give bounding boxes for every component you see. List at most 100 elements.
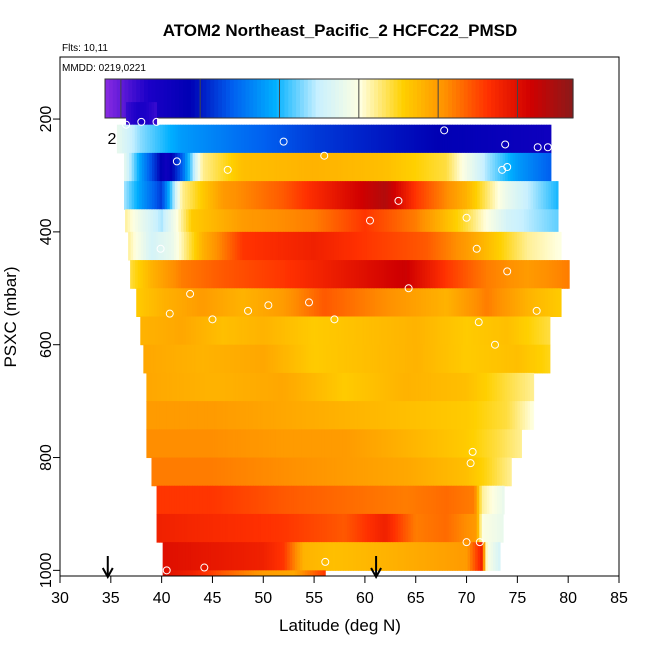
heatmap-cell — [385, 457, 389, 487]
heatmap-cell — [530, 152, 534, 182]
heatmap-cell — [193, 209, 197, 233]
heatmap-cell — [172, 124, 176, 154]
heatmap-cell — [146, 429, 150, 459]
heatmap-cell — [456, 372, 460, 402]
heatmap-cell — [442, 316, 446, 346]
heatmap-cell — [225, 152, 229, 182]
heatmap-cell — [446, 181, 450, 210]
colorbar-segment — [214, 79, 219, 118]
heatmap-cell — [188, 542, 192, 571]
heatmap-cell — [132, 209, 136, 233]
heatmap-cell — [440, 260, 444, 289]
heatmap-cell — [239, 209, 243, 233]
heatmap-cell — [526, 316, 530, 346]
heatmap-cell — [545, 181, 549, 210]
heatmap-cell — [501, 344, 505, 374]
heatmap-cell — [475, 209, 479, 233]
heatmap-cell — [467, 181, 471, 210]
heatmap-cell — [380, 372, 384, 402]
heatmap-cell — [432, 209, 436, 233]
colorbar-segment — [537, 79, 543, 118]
heatmap-cell — [220, 485, 224, 515]
heatmap-cell — [375, 372, 379, 402]
heatmap-cell — [174, 372, 178, 402]
data-point — [501, 140, 510, 149]
colorbar-segment — [319, 79, 324, 118]
heatmap-cell — [242, 401, 246, 430]
heatmap-cell — [461, 485, 465, 515]
heatmap-cell — [409, 316, 413, 346]
heatmap-cell — [261, 124, 265, 154]
heatmap-cell — [135, 231, 139, 261]
colorbar-segment — [257, 79, 262, 118]
heatmap-cell — [186, 316, 190, 346]
heatmap-cell — [509, 457, 512, 487]
heatmap-cell — [392, 457, 396, 487]
heatmap-cell — [187, 485, 191, 515]
heatmap-cell — [141, 181, 145, 210]
heatmap-cell — [193, 542, 197, 571]
heatmap-cell — [349, 513, 353, 543]
heatmap-cell — [262, 231, 266, 261]
heatmap-cell — [497, 181, 501, 210]
heatmap-cell — [208, 570, 212, 576]
heatmap-cell — [356, 231, 360, 261]
heatmap-cell — [194, 485, 198, 515]
heatmap-cell — [282, 209, 286, 233]
heatmap-cell — [391, 542, 395, 571]
heatmap-cell — [252, 231, 256, 261]
colorbar-segment — [284, 79, 289, 118]
heatmap-cell — [178, 209, 182, 233]
heatmap-cell — [539, 231, 543, 261]
heatmap-cell — [458, 372, 462, 402]
heatmap-cell — [331, 457, 335, 487]
heatmap-cell — [150, 316, 154, 346]
heatmap-cell — [255, 288, 259, 317]
heatmap-cell — [147, 316, 151, 346]
heatmap-cell — [231, 124, 235, 154]
heatmap-cell — [407, 316, 411, 346]
heatmap-cell — [535, 288, 539, 317]
heatmap-cell — [502, 181, 506, 210]
heatmap-cell — [517, 288, 521, 317]
heatmap-cell — [522, 181, 526, 210]
heatmap-cell — [409, 260, 413, 289]
heatmap-cell — [361, 316, 365, 346]
heatmap-cell — [352, 457, 356, 487]
heatmap-cell — [483, 231, 487, 261]
heatmap-cell — [280, 209, 284, 233]
heatmap-cell — [515, 152, 519, 182]
heatmap-cell — [501, 231, 505, 261]
heatmap-cell — [235, 513, 239, 543]
heatmap-cell — [174, 457, 178, 487]
heatmap-cell — [410, 429, 414, 459]
heatmap-cell — [321, 429, 325, 459]
heatmap-cell — [270, 429, 274, 459]
heatmap-cell — [325, 124, 329, 154]
heatmap-cell — [275, 513, 280, 543]
heatmap-cell — [135, 260, 139, 289]
heatmap-cell — [242, 485, 246, 515]
heatmap-cell — [383, 181, 387, 210]
heatmap-cell — [214, 288, 219, 317]
heatmap-cell — [497, 429, 501, 459]
heatmap-cell — [222, 372, 226, 402]
heatmap-cell — [304, 152, 308, 182]
heatmap-cell — [170, 209, 174, 233]
data-point — [165, 309, 174, 318]
heatmap-cell — [435, 231, 439, 261]
heatmap-cell — [217, 344, 221, 374]
heatmap-cell — [245, 513, 249, 543]
heatmap-cell — [342, 288, 346, 317]
heatmap-cell — [178, 316, 182, 346]
heatmap-cell — [499, 372, 503, 402]
heatmap-cell — [150, 344, 155, 374]
heatmap-cell — [210, 542, 214, 571]
heatmap-cell — [425, 344, 429, 374]
heatmap-cell — [511, 344, 515, 374]
heatmap-cell — [375, 513, 379, 543]
colorbar-segment — [276, 79, 282, 118]
heatmap-cell — [206, 260, 210, 289]
heatmap-cell — [163, 231, 167, 261]
heatmap-cell — [516, 260, 520, 289]
